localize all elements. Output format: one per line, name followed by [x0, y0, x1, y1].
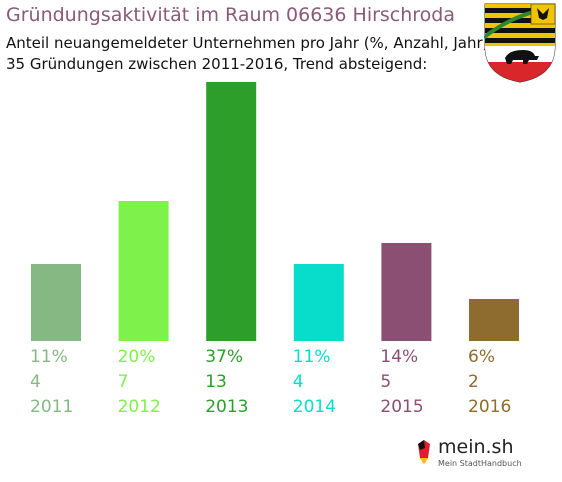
percent-label-2012: 20% [117, 347, 156, 367]
year-label-2016: 2016 [468, 397, 512, 417]
count-label-2014: 4 [292, 372, 304, 392]
logo-tagline: Mein StadtHandbuch [438, 459, 522, 468]
percent-label-2013: 37% [205, 347, 243, 367]
bar-2015 [381, 243, 432, 341]
mein-sh-logo [418, 440, 430, 464]
count-label-2013: 13 [205, 372, 227, 392]
bar-2016 [469, 299, 519, 341]
chart-title: Gründungsaktivität im Raum 06636 Hirschr… [6, 4, 456, 26]
year-label-2013: 2013 [205, 397, 249, 417]
bar-2013 [206, 82, 257, 341]
percent-label-2011: 11% [30, 347, 68, 367]
percent-label-2014: 11% [292, 347, 331, 367]
year-label-2011: 2011 [30, 397, 74, 417]
percent-label-2015: 14% [380, 347, 419, 367]
bar-2012 [118, 201, 169, 341]
bar-2011 [31, 264, 81, 341]
count-label-2016: 2 [468, 372, 479, 392]
coat-of-arms-icon [484, 3, 556, 83]
bar-2014 [293, 264, 344, 341]
count-label-2011: 4 [30, 372, 41, 392]
percent-label-2016: 6% [468, 347, 495, 367]
year-label-2014: 2014 [292, 397, 337, 417]
chart-subtitle: Anteil neuangemeldeter Unternehmen pro J… [6, 34, 489, 52]
count-label-2015: 5 [380, 372, 392, 392]
year-label-2012: 2012 [117, 397, 161, 417]
logo-text: mein.sh [438, 436, 514, 458]
chart-summary: 35 Gründungen zwischen 2011-2016, Trend … [6, 55, 428, 73]
count-label-2012: 7 [117, 372, 129, 392]
year-label-2015: 2015 [380, 397, 424, 417]
